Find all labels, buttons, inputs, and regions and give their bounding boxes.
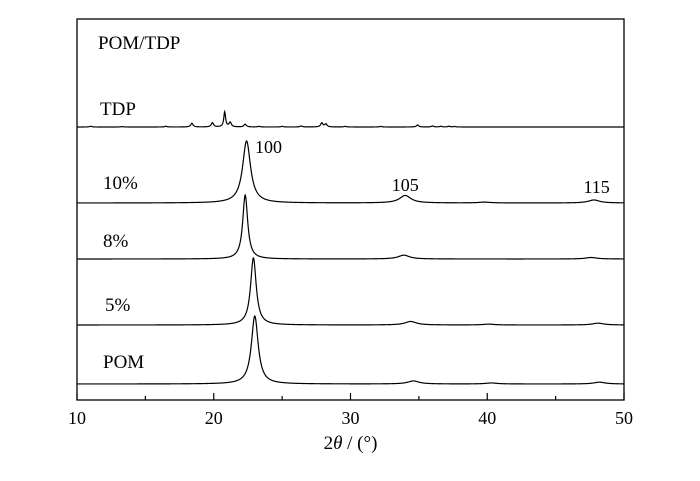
- trace-5pct: [77, 256, 624, 326]
- peak-annotation: 105: [392, 175, 419, 195]
- x-tick-label: 30: [342, 408, 360, 428]
- series-labels: TDP 10% 8% 5% POM: [100, 99, 144, 373]
- series-traces: [77, 109, 625, 385]
- plot-frame: [76, 18, 625, 401]
- x-axis-label: 2θ / (°): [324, 433, 378, 454]
- trace-pom: [77, 315, 625, 385]
- peak-annotation: 115: [583, 177, 609, 197]
- peak-annotation: 100: [255, 137, 282, 157]
- chart-title: POM/TDP: [98, 33, 180, 54]
- x-tick-label: 50: [615, 408, 633, 428]
- series-label: 5%: [105, 295, 131, 316]
- x-tick-label: 10: [68, 408, 86, 428]
- series-label: TDP: [100, 99, 136, 120]
- series-label: 8%: [103, 231, 129, 252]
- peak-annotations: 100 105 115: [255, 137, 610, 197]
- trace-tdp: [77, 109, 624, 128]
- x-tick-label: 40: [478, 408, 496, 428]
- series-label: POM: [103, 352, 144, 373]
- trace-10pct: [77, 140, 624, 204]
- x-tick-label: 20: [205, 408, 223, 428]
- series-label: 10%: [103, 173, 138, 194]
- x-axis: 10 20 30 40 50: [68, 393, 633, 428]
- trace-8pct: [77, 193, 624, 260]
